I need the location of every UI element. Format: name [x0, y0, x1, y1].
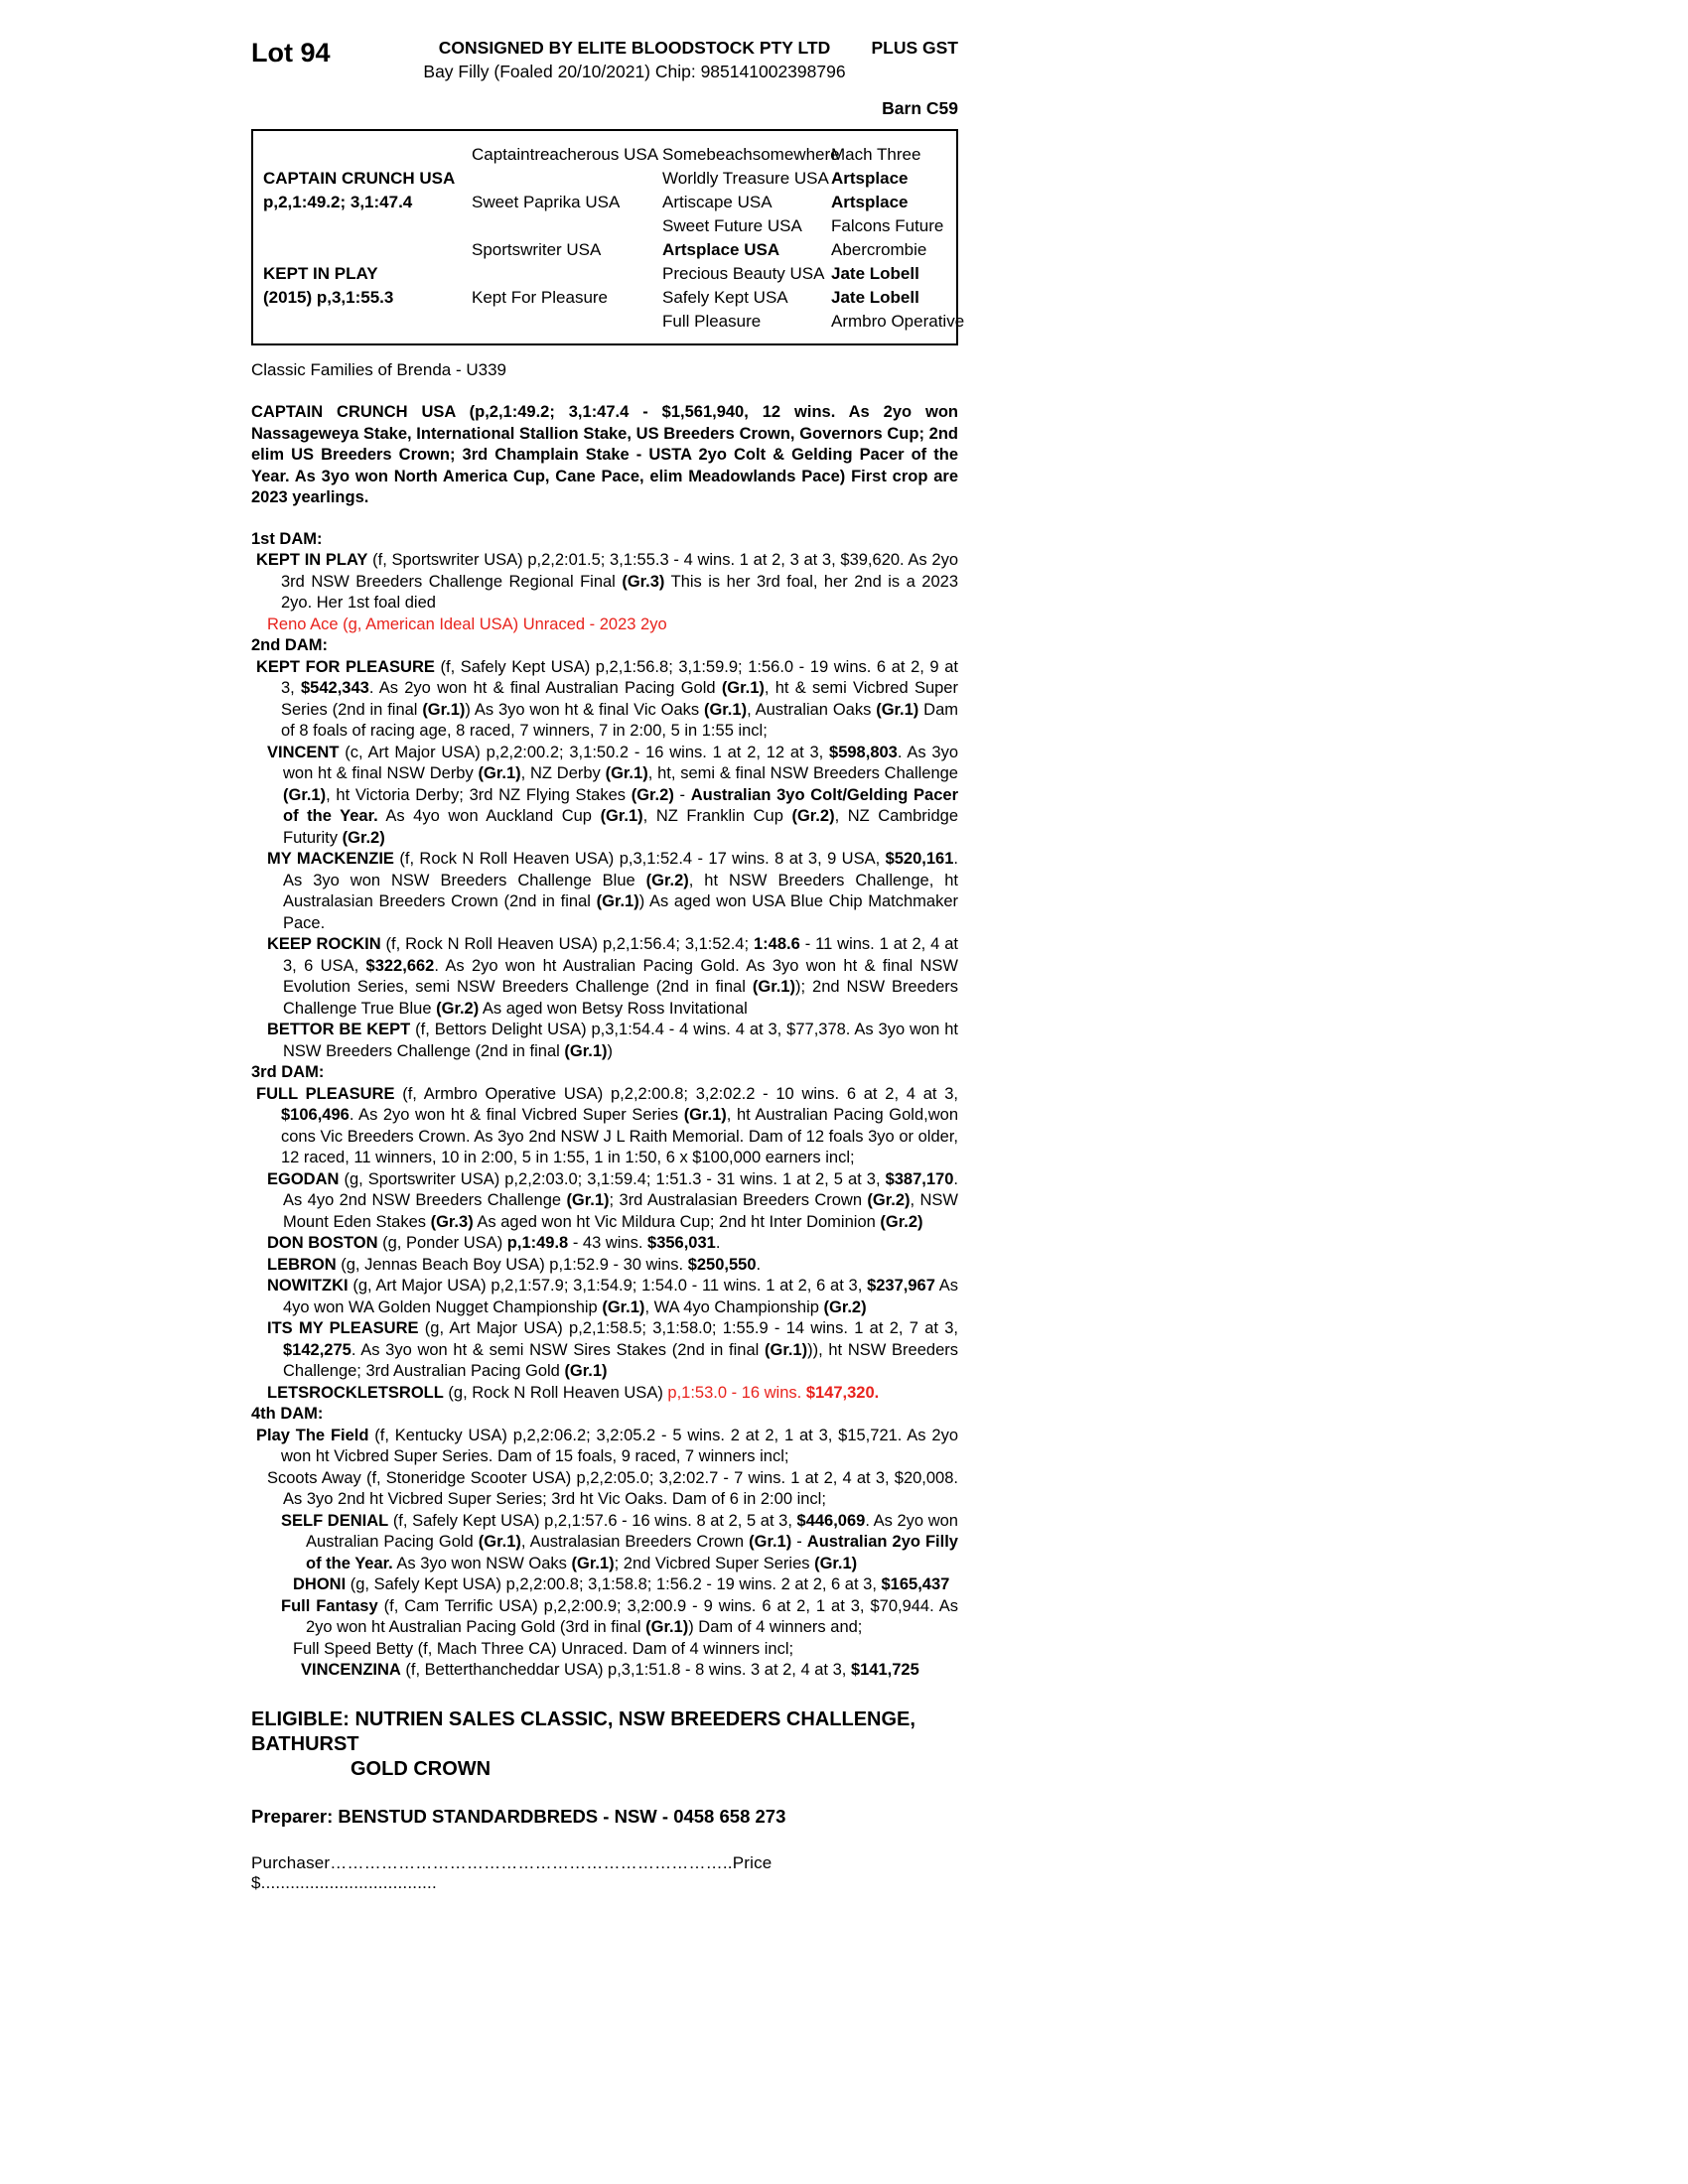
pedigree-cell: Precious Beauty USA [662, 264, 825, 283]
pedigree-entry: MY MACKENZIE (f, Rock N Roll Heaven USA)… [267, 850, 958, 932]
purchaser-price-line: Purchaser……………………………………………………………..Price … [251, 1852, 773, 1892]
pedigree-cell: Falcons Future [831, 216, 944, 235]
dam-heading: 4th DAM: [251, 1405, 324, 1423]
dam-sections: 1st DAM: KEPT IN PLAY (f, Sportswriter US… [251, 529, 958, 1682]
sire-summary-paragraph: CAPTAIN CRUNCH USA (p,2,1:49.2; 3,1:47.4… [251, 403, 958, 506]
pedigree-cell: Armbro Operative [831, 312, 965, 331]
pedigree-entry: Full Fantasy (f, Cam Terrific USA) p,2,2… [281, 1596, 959, 1637]
sire-record: p,2,1:49.2; 3,1:47.4 [263, 193, 413, 211]
pedigree-cell: Abercrombie [831, 240, 927, 259]
pedigree-cell: Artiscape USA [662, 193, 773, 211]
pedigree-cell: Worldly Treasure USA [662, 169, 829, 188]
pedigree-entry: VINCENZINA (f, Betterthancheddar USA) p,… [301, 1661, 919, 1679]
pedigree-entry: DHONI (g, Safely Kept USA) p,2,2:00.8; 3… [293, 1575, 950, 1593]
sire-name: CAPTAIN CRUNCH USA [263, 169, 456, 188]
pedigree-entry: KEEP ROCKIN (f, Rock N Roll Heaven USA) … [267, 935, 959, 1018]
pedigree-cell: Sweet Future USA [662, 216, 802, 235]
pedigree-cell: Safely Kept USA [662, 288, 788, 307]
pedigree-entry: FULL PLEASURE (f, Armbro Operative USA) … [256, 1084, 958, 1167]
lot-number: Lot 94 [251, 38, 331, 68]
pedigree-entry: Play The Field (f, Kentucky USA) p,2,2:0… [256, 1426, 958, 1466]
pedigree-entry: Reno Ace (g, American Ideal USA) Unraced… [267, 614, 667, 633]
pedigree-cell: Sportswriter USA [472, 240, 602, 259]
pedigree-entry: NOWITZKI (g, Art Major USA) p,2,1:57.9; … [267, 1277, 958, 1316]
dam-heading: 3rd DAM: [251, 1063, 325, 1081]
pedigree-cell: Kept For Pleasure [472, 288, 609, 307]
pedigree-cell: Artsplace [831, 169, 909, 188]
pedigree-cell: Jate Lobell [831, 264, 919, 283]
barn-number: Barn C59 [882, 98, 958, 118]
header-center: CONSIGNED BY ELITE BLOODSTOCK PTY LTD Ba… [410, 38, 859, 82]
consignor-line: CONSIGNED BY ELITE BLOODSTOCK PTY LTD [438, 38, 831, 58]
pedigree-entry: VINCENT (c, Art Major USA) p,2,2:00.2; 3… [267, 743, 958, 847]
pedigree-cell: Captaintreacherous USA [472, 145, 659, 164]
pedigree-entry: ITS MY PLEASURE (g, Art Major USA) p,2,1… [267, 1319, 958, 1380]
foaling-line: Bay Filly (Foaled 20/10/2021) Chip: 9851… [423, 62, 846, 81]
eligibility-line-2: GOLD CROWN [351, 1757, 492, 1780]
classic-families-line: Classic Families of Brenda - U339 [251, 360, 506, 379]
preparer-line: Preparer: BENSTUD STANDARDBREDS - NSW - … [251, 1805, 786, 1827]
pedigree-entry: Scoots Away (f, Stoneridge Scooter USA) … [267, 1468, 958, 1509]
page-header: Lot 94 CONSIGNED BY ELITE BLOODSTOCK PTY… [251, 38, 958, 82]
pedigree-entry: BETTOR BE KEPT (f, Bettors Delight USA) … [267, 1021, 958, 1060]
pedigree-entry: LETSROCKLETSROLL (g, Rock N Roll Heaven … [267, 1383, 880, 1402]
dam-heading: 1st DAM: [251, 529, 323, 548]
pedigree-entry: KEPT FOR PLEASURE (f, Safely Kept USA) p… [256, 657, 959, 741]
pedigree-entry: LEBRON (g, Jennas Beach Boy USA) p,1:52.… [267, 1255, 762, 1274]
pedigree-cell: Somebeachsomewhere [662, 145, 840, 164]
dam-heading: 2nd DAM: [251, 636, 328, 654]
pedigree-cell: Artsplace [831, 193, 909, 211]
pedigree-cell: Mach Three [831, 145, 921, 164]
pedigree-entry: DON BOSTON (g, Ponder USA) p,1:49.8 - 43… [267, 1234, 721, 1252]
pedigree-cell: Full Pleasure [662, 312, 762, 331]
dam-record: (2015) p,3,1:55.3 [263, 288, 394, 307]
page-content: Lot 94 CONSIGNED BY ELITE BLOODSTOCK PTY… [251, 38, 964, 1893]
dam-name: KEPT IN PLAY [263, 264, 378, 283]
pedigree-cell: Artsplace USA [662, 240, 780, 259]
pedigree-cell: Sweet Paprika USA [472, 193, 621, 211]
eligibility-note: ELIGIBLE: NUTRIEN SALES CLASSIC, NSW BRE… [251, 1707, 958, 1782]
pedigree-entry: Full Speed Betty (f, Mach Three CA) Unra… [293, 1639, 794, 1658]
pedigree-entry: SELF DENIAL (f, Safely Kept USA) p,2,1:5… [281, 1511, 958, 1572]
eligibility-line-1: ELIGIBLE: NUTRIEN SALES CLASSIC, NSW BRE… [251, 1707, 915, 1755]
pedigree-entry: KEPT IN PLAY (f, Sportswriter USA) p,2,2… [256, 551, 958, 612]
plus-gst-note: PLUS GST [871, 38, 958, 58]
pedigree-entry: EGODAN (g, Sportswriter USA) p,2,2:03.0;… [267, 1169, 958, 1231]
pedigree-cell: Jate Lobell [831, 288, 919, 307]
pedigree-table: CAPTAIN CRUNCH USA p,2,1:49.2; 3,1:47.4 … [251, 129, 964, 345]
